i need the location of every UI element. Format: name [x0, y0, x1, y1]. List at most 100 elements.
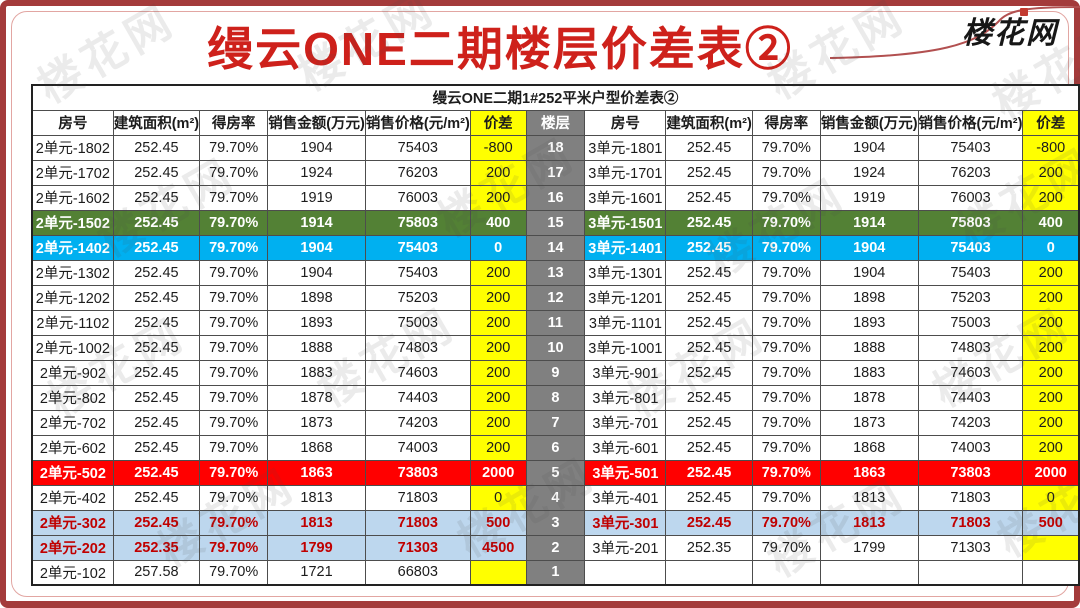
- right-room-cell: 3单元-701: [584, 409, 667, 436]
- header-left-area: 建筑面积(m²): [112, 109, 201, 136]
- right-price-cell: 75403: [917, 234, 1024, 261]
- right-rate-cell: 79.70%: [751, 359, 821, 386]
- right-room-cell: 3单元-901: [584, 359, 667, 386]
- table-row-floor-7: 2单元-702 252.45 79.70% 1873 74203 200 7 3单元-701 2…: [31, 409, 1080, 436]
- left-area-cell: 252.45: [112, 284, 201, 311]
- table-row-floor-13: 2单元-1302 252.45 79.70% 1904 75403 200 13 3单元-13…: [31, 259, 1080, 286]
- left-diff-cell: 200: [469, 309, 527, 336]
- left-diff-cell: 200: [469, 259, 527, 286]
- right-amount-cell: 1898: [819, 284, 919, 311]
- left-room-cell: 2单元-1702: [31, 159, 114, 186]
- left-rate-cell: 79.70%: [199, 159, 269, 186]
- right-room-cell: [584, 559, 667, 586]
- left-amount-cell: 1898: [267, 284, 366, 311]
- table-row-floor-14: 2单元-1402 252.45 79.70% 1904 75403 0 14 3单元-1401…: [31, 234, 1080, 261]
- left-amount-cell: 1868: [267, 434, 366, 461]
- right-diff-cell: 200: [1022, 309, 1080, 336]
- right-amount-cell: 1904: [819, 234, 919, 261]
- left-area-cell: 252.45: [112, 209, 201, 236]
- table-row-floor-17: 2单元-1702 252.45 79.70% 1924 76203 200 17 3单元-17…: [31, 159, 1080, 186]
- left-room-cell: 2单元-102: [31, 559, 114, 586]
- right-rate-cell: 79.70%: [751, 534, 821, 561]
- left-price-cell: 74403: [364, 384, 471, 411]
- left-amount-cell: 1873: [267, 409, 366, 436]
- right-amount-cell: [819, 559, 919, 586]
- table-row-floor-16: 2单元-1602 252.45 79.70% 1919 76003 200 16 3单元-16…: [31, 184, 1080, 211]
- floor-cell: 17: [525, 159, 586, 186]
- left-amount-cell: 1904: [267, 259, 366, 286]
- left-diff-cell: 0: [469, 234, 527, 261]
- left-area-cell: 252.45: [112, 334, 201, 361]
- left-diff-cell: 200: [469, 184, 527, 211]
- floor-cell: 3: [525, 509, 586, 536]
- header-right-price: 销售价格(元/m²): [917, 109, 1024, 136]
- left-diff-cell: -800: [469, 134, 527, 161]
- left-rate-cell: 79.70%: [199, 484, 269, 511]
- right-diff-cell: 200: [1022, 409, 1080, 436]
- left-amount-cell: 1878: [267, 384, 366, 411]
- left-area-cell: 252.45: [112, 509, 201, 536]
- left-price-cell: 74203: [364, 409, 471, 436]
- floor-cell: 2: [525, 534, 586, 561]
- left-diff-cell: 4500: [469, 534, 527, 561]
- left-amount-cell: 1863: [267, 459, 366, 486]
- page-title: 缦云ONE二期楼层价差表②: [207, 23, 793, 75]
- left-rate-cell: 79.70%: [199, 309, 269, 336]
- right-area-cell: 252.45: [665, 509, 753, 536]
- right-room-cell: 3单元-1601: [584, 184, 667, 211]
- floor-cell: 11: [525, 309, 586, 336]
- right-area-cell: 252.45: [665, 384, 753, 411]
- left-amount-cell: 1924: [267, 159, 366, 186]
- floor-cell: 10: [525, 334, 586, 361]
- right-amount-cell: 1883: [819, 359, 919, 386]
- right-area-cell: 252.45: [665, 434, 753, 461]
- price-difference-table: 缦云ONE二期1#252平米户型价差表② 房号 建筑面积(m²) 得房率 销售金额(万…: [31, 84, 1080, 586]
- left-price-cell: 75203: [364, 284, 471, 311]
- left-room-cell: 2单元-702: [31, 409, 114, 436]
- left-area-cell: 252.45: [112, 134, 201, 161]
- right-amount-cell: 1914: [819, 209, 919, 236]
- right-room-cell: 3单元-1201: [584, 284, 667, 311]
- right-area-cell: 252.45: [665, 259, 753, 286]
- left-rate-cell: 79.70%: [199, 359, 269, 386]
- right-amount-cell: 1868: [819, 434, 919, 461]
- header-left-rate: 得房率: [199, 109, 269, 136]
- left-area-cell: 252.45: [112, 184, 201, 211]
- floor-cell: 6: [525, 434, 586, 461]
- left-diff-cell: 200: [469, 409, 527, 436]
- right-rate-cell: 79.70%: [751, 284, 821, 311]
- right-rate-cell: 79.70%: [751, 334, 821, 361]
- header-left-amount: 销售金额(万元): [267, 109, 366, 136]
- left-rate-cell: 79.70%: [199, 534, 269, 561]
- right-area-cell: 252.45: [665, 284, 753, 311]
- right-room-cell: 3单元-1801: [584, 134, 667, 161]
- right-area-cell: 252.45: [665, 159, 753, 186]
- right-amount-cell: 1799: [819, 534, 919, 561]
- left-diff-cell: 0: [469, 484, 527, 511]
- right-area-cell: 252.45: [665, 234, 753, 261]
- right-room-cell: 3单元-801: [584, 384, 667, 411]
- left-rate-cell: 79.70%: [199, 334, 269, 361]
- left-diff-cell: 200: [469, 334, 527, 361]
- left-area-cell: 252.45: [112, 409, 201, 436]
- left-amount-cell: 1799: [267, 534, 366, 561]
- right-area-cell: 252.45: [665, 484, 753, 511]
- right-room-cell: 3单元-401: [584, 484, 667, 511]
- table-row-floor-6: 2单元-602 252.45 79.70% 1868 74003 200 6 3单元-601 2…: [31, 434, 1080, 461]
- left-area-cell: 252.45: [112, 459, 201, 486]
- table-row-floor-11: 2单元-1102 252.45 79.70% 1893 75003 200 11 3单元-11…: [31, 309, 1080, 336]
- right-rate-cell: 79.70%: [751, 309, 821, 336]
- right-area-cell: 252.45: [665, 209, 753, 236]
- left-room-cell: 2单元-902: [31, 359, 114, 386]
- left-area-cell: 252.45: [112, 359, 201, 386]
- right-rate-cell: 79.70%: [751, 159, 821, 186]
- right-amount-cell: 1893: [819, 309, 919, 336]
- right-price-cell: 73803: [917, 459, 1024, 486]
- left-diff-cell: 400: [469, 209, 527, 236]
- left-price-cell: 73803: [364, 459, 471, 486]
- floor-cell: 12: [525, 284, 586, 311]
- header-left-price: 销售价格(元/m²): [364, 109, 471, 136]
- table-row-floor-15: 2单元-1502 252.45 79.70% 1914 75803 400 15 3单元-15…: [31, 209, 1080, 236]
- right-diff-cell: 200: [1022, 159, 1080, 186]
- floor-cell: 7: [525, 409, 586, 436]
